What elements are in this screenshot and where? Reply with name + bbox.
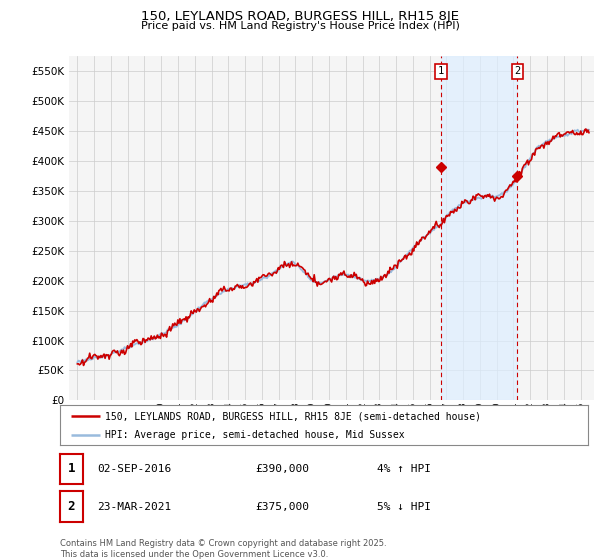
Text: Price paid vs. HM Land Registry's House Price Index (HPI): Price paid vs. HM Land Registry's House … — [140, 21, 460, 31]
Text: 1: 1 — [68, 463, 75, 475]
Text: 1: 1 — [438, 66, 444, 76]
Text: 4% ↑ HPI: 4% ↑ HPI — [377, 464, 431, 474]
Text: 02-SEP-2016: 02-SEP-2016 — [97, 464, 171, 474]
Bar — [441, 56, 517, 400]
Text: 150, LEYLANDS ROAD, BURGESS HILL, RH15 8JE (semi-detached house): 150, LEYLANDS ROAD, BURGESS HILL, RH15 8… — [105, 411, 481, 421]
Text: £375,000: £375,000 — [256, 502, 310, 511]
Text: 150, LEYLANDS ROAD, BURGESS HILL, RH15 8JE: 150, LEYLANDS ROAD, BURGESS HILL, RH15 8… — [141, 10, 459, 23]
Text: £390,000: £390,000 — [256, 464, 310, 474]
Text: HPI: Average price, semi-detached house, Mid Sussex: HPI: Average price, semi-detached house,… — [105, 430, 404, 440]
Text: 2: 2 — [514, 66, 520, 76]
Text: 23-MAR-2021: 23-MAR-2021 — [97, 502, 171, 511]
Text: 2: 2 — [68, 500, 75, 513]
Text: 5% ↓ HPI: 5% ↓ HPI — [377, 502, 431, 511]
Text: Contains HM Land Registry data © Crown copyright and database right 2025.
This d: Contains HM Land Registry data © Crown c… — [60, 539, 386, 559]
